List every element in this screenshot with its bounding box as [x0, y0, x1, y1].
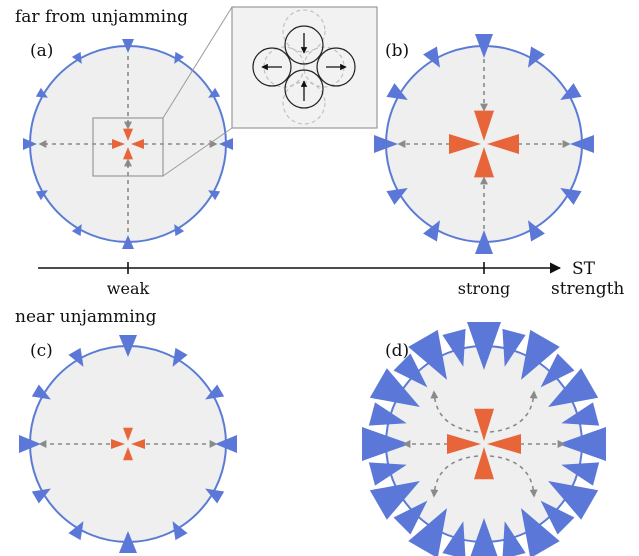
boundary-arrowhead-icon — [374, 135, 398, 153]
curved-ray-arrow — [489, 390, 538, 433]
boundary-arrowhead-icon — [470, 518, 498, 556]
boundary-arrowhead-icon — [502, 328, 526, 367]
core-star-icon — [131, 139, 144, 149]
boundary-arrowhead-icon — [521, 508, 560, 556]
boundary-arrowhead-icon — [560, 188, 582, 205]
boundary-arrowhead-icon — [174, 51, 185, 64]
core-star-icon — [487, 134, 519, 154]
boundary-arrowhead-icon — [219, 138, 233, 150]
inset-particles — [231, 6, 378, 129]
boundary-arrowhead-icon — [386, 188, 408, 205]
tick-weak-label: weak — [107, 279, 150, 298]
boundary-arrowhead-icon — [71, 224, 82, 237]
panel-label-c: (c) — [30, 341, 53, 361]
boundary-arrowhead-icon — [369, 368, 420, 407]
boundary-arrowhead-icon — [122, 235, 134, 249]
panel-d — [362, 322, 606, 556]
core-star-icon — [474, 147, 494, 178]
core-star-icon — [123, 427, 133, 441]
axis-label-st: ST — [572, 259, 596, 279]
zoom-box — [92, 6, 233, 177]
panel-a — [23, 39, 233, 249]
boundary-arrowhead-icon — [31, 488, 51, 504]
panel-b — [374, 34, 594, 254]
panel-label-a: (a) — [30, 41, 53, 61]
boundary-arrowhead-icon — [31, 384, 51, 400]
boundary-arrowhead-icon — [119, 335, 137, 357]
boundary-arrowhead-icon — [68, 521, 84, 541]
boundary-arrowhead-icon — [368, 462, 407, 486]
core-star-icon — [123, 128, 133, 141]
core-star-icon — [111, 439, 125, 449]
boundary-arrowhead-icon — [208, 190, 221, 201]
curved-ray-arrow — [430, 455, 479, 498]
boundary-arrowhead-icon — [442, 521, 466, 556]
core-star-icon — [447, 434, 481, 454]
boundary-arrowhead-icon — [68, 347, 84, 367]
panel-label-b: (b) — [385, 41, 409, 61]
boundary-arrowhead-icon — [408, 329, 447, 380]
axis-label-strength: strength — [551, 279, 624, 299]
boundary-arrowhead-icon — [35, 190, 48, 201]
boundary-arrowhead-icon — [35, 87, 48, 98]
curved-ray-arrow — [489, 455, 538, 498]
boundary-arrowhead-icon — [393, 500, 428, 535]
core-star-icon — [449, 134, 481, 154]
core-star-icon — [123, 447, 133, 461]
boundary-arrowhead-icon — [561, 462, 600, 486]
boundary-arrowhead-icon — [423, 46, 440, 68]
boundary-arrowhead-icon — [442, 328, 466, 367]
boundary-arrowhead-icon — [502, 521, 526, 556]
tick-strong-label: strong — [458, 279, 510, 298]
heading-far: far from unjamming — [15, 7, 188, 27]
boundary-arrowhead-icon — [548, 368, 599, 407]
boundary-arrowhead-icon — [548, 481, 599, 520]
panel-label-d: (d) — [385, 341, 409, 361]
boundary-arrowhead-icon — [408, 508, 447, 556]
boundary-arrowhead-icon — [172, 521, 188, 541]
boundary-arrowhead-icon — [119, 531, 137, 553]
core-star-icon — [474, 408, 494, 441]
boundary-arrowhead-icon — [23, 138, 37, 150]
core-star-icon — [487, 434, 521, 454]
boundary-arrowhead-icon — [560, 83, 582, 100]
boundary-arrowhead-icon — [475, 230, 493, 254]
core-star-icon — [131, 439, 145, 449]
boundary-arrowhead-icon — [172, 347, 188, 367]
boundary-arrowhead-icon — [393, 353, 428, 388]
panel-c — [19, 335, 237, 553]
core-star-icon — [123, 147, 133, 160]
boundary-arrowhead-icon — [558, 427, 606, 461]
boundary-arrowhead-icon — [174, 224, 185, 237]
boundary-arrowhead-icon — [368, 402, 407, 426]
boundary-arrowhead-icon — [528, 46, 545, 68]
boundary-arrowhead-icon — [19, 435, 41, 453]
boundary-arrowhead-icon — [423, 220, 440, 242]
boundary-arrowhead-icon — [205, 488, 225, 504]
heading-near: near unjamming — [15, 307, 157, 327]
core-star-icon — [474, 110, 494, 141]
core-star-icon — [474, 447, 494, 480]
boundary-arrowhead-icon — [386, 83, 408, 100]
boundary-arrowhead-icon — [122, 39, 134, 53]
boundary-arrowhead-icon — [208, 87, 221, 98]
core-star-icon — [112, 139, 125, 149]
boundary-arrowhead-icon — [528, 220, 545, 242]
boundary-arrowhead-icon — [540, 500, 575, 535]
boundary-arrowhead-icon — [205, 384, 225, 400]
boundary-arrowhead-icon — [71, 51, 82, 64]
boundary-arrowhead-icon — [362, 427, 410, 461]
boundary-arrowhead-icon — [561, 402, 600, 426]
boundary-arrowhead-icon — [467, 322, 501, 370]
boundary-arrowhead-icon — [540, 353, 575, 388]
boundary-arrowhead-icon — [215, 435, 237, 453]
boundary-arrowhead-icon — [369, 481, 420, 520]
boundary-arrowhead-icon — [570, 135, 594, 153]
boundary-arrowhead-icon — [521, 329, 560, 380]
strength-axis: weak strong ST strength — [38, 259, 624, 299]
curved-ray-arrow — [430, 390, 479, 433]
boundary-arrowhead-icon — [475, 34, 493, 58]
